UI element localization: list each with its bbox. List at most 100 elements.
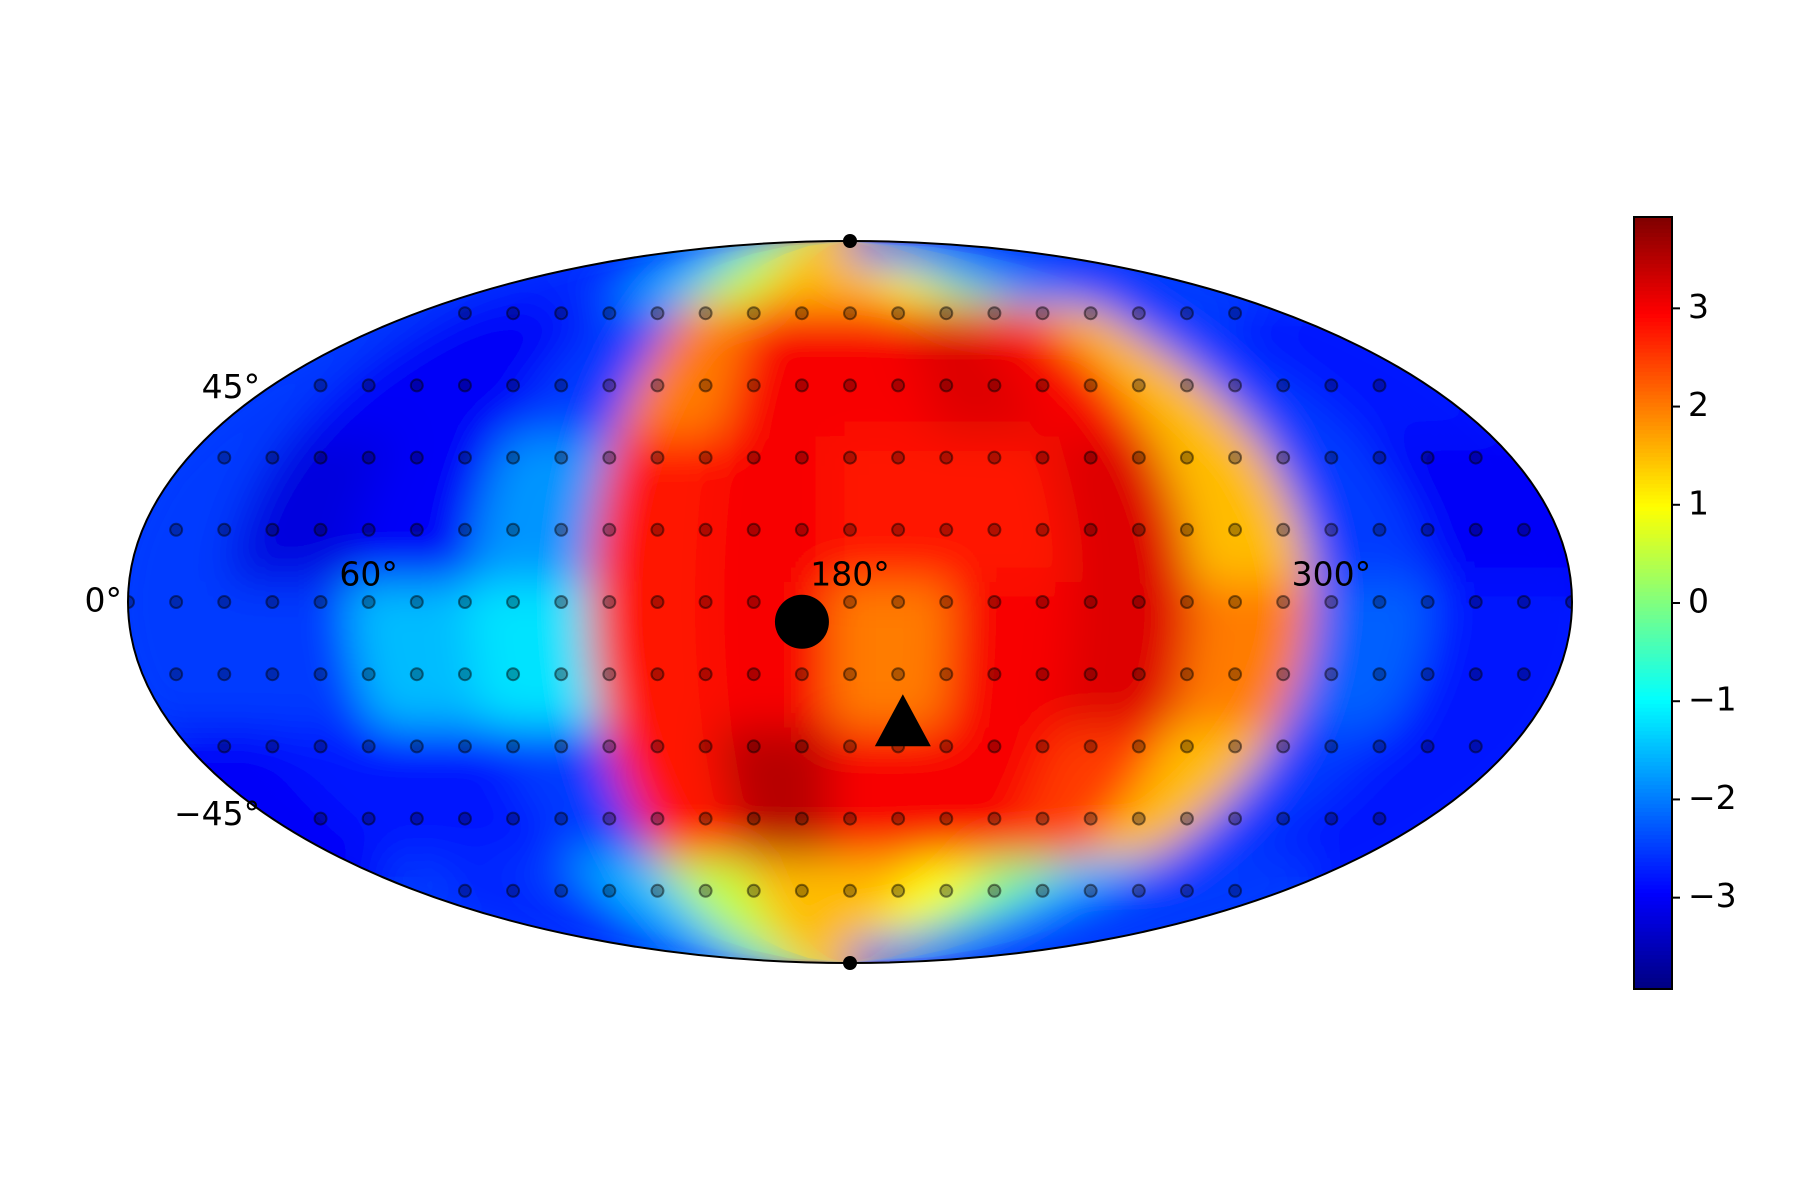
sample-point [1324, 739, 1339, 754]
colorbar-strip [1634, 487, 1672, 492]
colorbar-strip [1634, 564, 1672, 569]
marker-circle [774, 594, 829, 649]
sample-point [602, 739, 617, 754]
colorbar-strip [1634, 325, 1672, 330]
colorbar-strip [1634, 352, 1672, 357]
sample-point [794, 450, 809, 465]
colorbar-strip [1634, 815, 1672, 820]
colorbar: −3 −2 −1 0 1 2 3 [1633, 216, 1737, 990]
sample-point [457, 595, 472, 609]
sample-point [1276, 667, 1291, 682]
x-tick-label: 300° [1292, 555, 1372, 594]
sample-point [746, 450, 761, 465]
sample-point [265, 667, 280, 682]
colorbar-strip [1634, 641, 1672, 647]
sample-point [313, 811, 328, 826]
sample-point [1179, 739, 1194, 754]
sample-point [602, 522, 617, 537]
colorbar-strip [1634, 961, 1672, 967]
sample-point [217, 739, 232, 754]
sample-point [987, 522, 1002, 537]
colorbar-strip [1634, 271, 1672, 276]
colorbar-strip [1634, 548, 1672, 554]
y-tick-label: −45° [174, 794, 260, 833]
colorbar-strip [1634, 726, 1672, 731]
colorbar-strip [1634, 220, 1672, 226]
colorbar-strip [1634, 938, 1672, 944]
colorbar-strip [1634, 479, 1672, 484]
sample-point [698, 883, 713, 898]
colorbar-strip [1634, 915, 1672, 921]
sample-point [1420, 595, 1435, 609]
sample-point [1035, 883, 1050, 898]
sample-point [313, 378, 328, 393]
sample-point [891, 450, 906, 465]
colorbar-strip [1634, 981, 1672, 986]
colorbar-strip [1634, 359, 1672, 365]
colorbar-strip [1634, 842, 1672, 847]
sample-point [1276, 378, 1291, 393]
sample-point [939, 811, 954, 826]
sample-point [698, 378, 713, 393]
colorbar-strip [1634, 904, 1672, 909]
sample-point [1131, 739, 1146, 754]
colorbar-strip [1634, 853, 1672, 859]
sample-point [506, 595, 521, 609]
sample-point [1083, 306, 1098, 321]
colorbar-strip [1634, 660, 1672, 666]
sample-point [128, 595, 135, 609]
sample-point [1131, 306, 1146, 321]
sample-point [746, 522, 761, 537]
sample-point [1228, 306, 1243, 321]
colorbar-strip [1634, 313, 1672, 318]
sample-point [602, 667, 617, 682]
sample-point [1179, 595, 1194, 609]
sample-point [1083, 450, 1098, 465]
colorbar-strip [1634, 714, 1672, 720]
sample-point [554, 450, 569, 465]
colorbar-strip [1634, 228, 1672, 234]
colorbar-strip [1634, 344, 1672, 349]
colorbar-strip [1634, 811, 1672, 816]
sample-point [650, 450, 665, 465]
colorbar-strip [1634, 711, 1672, 716]
sample-point [409, 811, 424, 826]
sample-point [939, 595, 954, 609]
colorbar-strip [1634, 695, 1672, 701]
sample-point [1516, 595, 1531, 609]
colorbar-strip [1634, 406, 1672, 411]
sample-point [169, 522, 184, 537]
sample-point [650, 522, 665, 537]
colorbar-strip [1634, 510, 1672, 515]
colorbar-strip [1634, 753, 1672, 758]
colorbar-strip [1634, 390, 1672, 396]
colorbar-strip [1634, 410, 1672, 415]
sample-point [602, 811, 617, 826]
colorbar-strip [1634, 379, 1672, 384]
colorbar-strip [1634, 217, 1672, 222]
sample-point [313, 739, 328, 754]
sample-point [939, 883, 954, 898]
colorbar-strip [1634, 645, 1672, 650]
colorbar-strip [1634, 603, 1672, 608]
sample-point [891, 306, 906, 321]
colorbar-strip [1634, 336, 1672, 342]
sample-point [506, 306, 521, 321]
colorbar-strip [1634, 244, 1672, 249]
sample-point [506, 811, 521, 826]
colorbar-strip [1634, 684, 1672, 689]
sample-point [217, 522, 232, 537]
sample-point [169, 667, 184, 682]
colorbar-strip [1634, 309, 1672, 315]
sample-point [843, 595, 857, 609]
colorbar-strip [1634, 950, 1672, 955]
sample-point [361, 450, 376, 465]
sample-point [650, 306, 665, 321]
sample-point [1516, 667, 1531, 682]
sample-point [457, 378, 472, 393]
sample-point [1468, 450, 1483, 465]
sample-point [361, 595, 376, 609]
sample-point [1372, 667, 1387, 682]
colorbar-strip [1634, 278, 1672, 284]
colorbar-strip [1634, 861, 1672, 867]
